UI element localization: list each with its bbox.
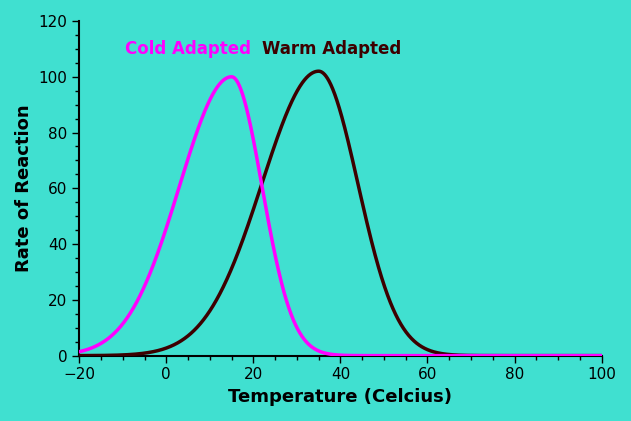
Y-axis label: Rate of Reaction: Rate of Reaction xyxy=(15,104,33,272)
Text: Warm Adapted: Warm Adapted xyxy=(262,40,401,59)
X-axis label: Temperature (Celcius): Temperature (Celcius) xyxy=(228,388,452,406)
Text: Cold Adapted: Cold Adapted xyxy=(125,40,251,59)
